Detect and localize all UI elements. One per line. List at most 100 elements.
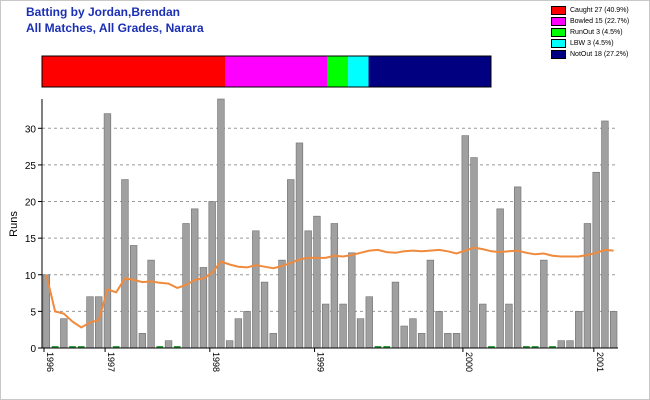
runs-bar (95, 296, 103, 349)
runs-bar (601, 120, 609, 349)
runs-bar (575, 311, 583, 349)
legend-label-notout: NotOut 18 (27.2%) (570, 51, 629, 58)
runs-bar (496, 208, 504, 349)
runs-bar (426, 259, 435, 349)
y-tick-label: 25 (25, 161, 37, 172)
runs-bar (505, 303, 513, 349)
legend-label-runout: RunOut 3 (4.5%) (570, 29, 623, 36)
runs-bar (321, 303, 330, 349)
runs-bar (583, 223, 592, 349)
runs-bar (138, 333, 147, 349)
y-tick-label: 20 (25, 198, 37, 209)
runs-bar (592, 171, 600, 349)
runs-bar (540, 259, 548, 349)
runs-bar (479, 303, 487, 349)
y-tick-label: 30 (25, 124, 37, 135)
average-line (45, 246, 614, 329)
runs-bar (365, 296, 373, 349)
runs-bar (488, 346, 495, 348)
runs-bar (313, 215, 321, 349)
runs-bar (356, 318, 365, 349)
x-ticks: 19961997199819992000200120022003 (43, 348, 605, 372)
runs-bar (295, 142, 304, 349)
y-tick-label: 0 (30, 344, 36, 355)
runs-bar (191, 208, 199, 349)
x-tick-label: 1996 (45, 352, 55, 372)
runs-bar (391, 281, 400, 349)
runs-bar (103, 113, 112, 349)
runs-bar (400, 325, 408, 349)
x-tick-label: 2000 (464, 352, 474, 372)
runs-bar (513, 186, 522, 349)
runs-bar (69, 346, 76, 348)
legend-label-caught: Caught 27 (40.9%) (570, 7, 629, 14)
legend-swatch-lbw (551, 39, 566, 48)
runs-bar (417, 333, 426, 349)
dismissal-segment-1 (225, 56, 328, 87)
y-tick-label: 15 (25, 234, 37, 245)
runs-bar (269, 333, 277, 349)
legend-swatch-bowled (551, 17, 566, 26)
y-ticks: 0 5 10 15 20 25 30 (25, 124, 42, 355)
gridlines (42, 127, 618, 312)
y-tick-label: 10 (25, 271, 37, 282)
runs-bar (234, 318, 243, 349)
y-tick-label: 5 (30, 307, 36, 318)
runs-bar (121, 179, 129, 349)
legend-swatch-notout (551, 50, 566, 59)
dismissal-segment-4 (368, 56, 491, 87)
x-tick-label: 1997 (106, 352, 116, 372)
runs-bar (557, 340, 565, 349)
legend-label-bowled: Bowled 15 (22.7%) (570, 18, 630, 25)
runs-bar (383, 346, 391, 348)
dismissal-segment-0 (42, 56, 226, 87)
runs-bar (348, 252, 356, 349)
runs-bar (173, 346, 181, 348)
runs-bar (444, 333, 452, 349)
dismissal-segment-3 (348, 56, 369, 87)
dismissal-segment-2 (327, 56, 349, 87)
runs-bar (374, 346, 382, 348)
runs-bar (112, 346, 120, 348)
runs-bar (217, 98, 225, 349)
runs-bar (330, 223, 339, 349)
runs-bar (278, 259, 286, 349)
y-axis-label: Runs (8, 211, 20, 237)
runs-bar (51, 346, 59, 348)
runs-bar (452, 333, 461, 349)
runs-bar (531, 346, 539, 348)
runs-bar (523, 346, 530, 348)
runs-bar (77, 346, 85, 348)
legend-swatch-caught (551, 6, 566, 15)
runs-bar (566, 340, 574, 349)
runs-bar (470, 157, 478, 349)
runs-bar (147, 259, 155, 349)
dismissal-stacked-bar (41, 55, 492, 88)
runs-bar (252, 230, 260, 349)
runs-bar (164, 340, 173, 349)
x-tick-label: 1998 (211, 352, 221, 372)
runs-bar (304, 230, 312, 349)
chart-title: Batting by Jordan,Brendan (26, 5, 181, 19)
runs-bar (339, 303, 347, 349)
runs-bar (225, 340, 234, 349)
axes (41, 99, 618, 349)
runs-bar (609, 311, 618, 349)
dismissal-bar-outline (41, 55, 492, 88)
runs-bars (42, 98, 618, 349)
x-tick-label: 1999 (316, 352, 326, 372)
runs-bar (156, 346, 164, 348)
chart-subtitle: All Matches, All Grades, Narara (26, 21, 204, 35)
runs-bar (461, 135, 469, 349)
runs-bar (409, 318, 417, 349)
runs-bar (260, 281, 269, 349)
runs-bar (60, 318, 68, 349)
legend-swatch-runout (551, 28, 566, 37)
runs-bar (243, 311, 251, 349)
runs-bar (435, 311, 443, 349)
runs-bar (549, 346, 556, 348)
x-tick-label: 2001 (595, 352, 605, 372)
runs-bar (129, 245, 138, 349)
legend-label-lbw: LBW 3 (4.5%) (570, 40, 614, 47)
